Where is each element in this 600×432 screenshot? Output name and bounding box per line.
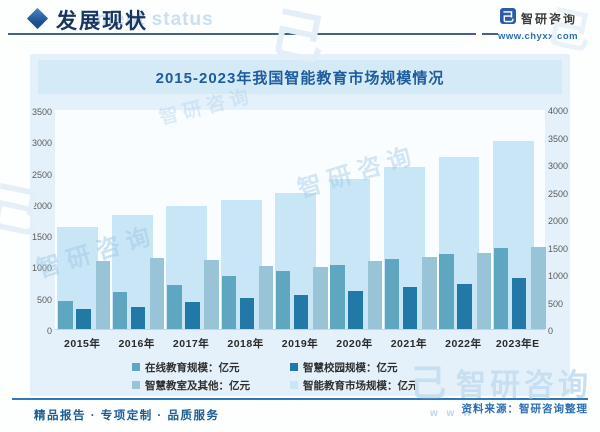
left-axis-tick: 1000: [31, 263, 52, 274]
right-axis-tick: 1000: [548, 271, 569, 281]
bar-series0-2022年: [439, 253, 454, 329]
x-axis-label: 2017年: [172, 338, 210, 350]
x-axis-label: 2020年: [336, 338, 373, 350]
bar-series0-2018年: [221, 276, 237, 329]
legend-marker-icon: [290, 381, 298, 389]
bar-series0-2017年: [167, 285, 182, 329]
legend-item-0: 在线教育规模：亿元: [132, 360, 290, 374]
bar-group-2020年: [327, 110, 383, 329]
left-axis: 3500 3000 2500 2000 1500 1000 500 0: [30, 107, 52, 336]
left-axis-tick: 0: [46, 326, 52, 336]
footer-divider: [12, 398, 588, 400]
x-axis-label: 2021年: [390, 338, 428, 350]
brand-url: www.chyxx.com: [498, 31, 579, 42]
right-axis-tick: 500: [548, 298, 564, 309]
diamond-icon: [26, 7, 49, 30]
bar-series2-2019年: [313, 267, 328, 329]
header-divider: [8, 33, 476, 35]
left-axis-tick: 3500: [31, 107, 52, 117]
bar-series2-2017年: [204, 260, 219, 329]
data-source: 资料来源：智研咨询整理: [461, 403, 588, 415]
chart-title: 2015-2023年我国智能教育市场规模情况: [155, 69, 445, 87]
bar-series2-2023年E: [531, 246, 546, 329]
bar-series0-2021年: [384, 258, 400, 329]
left-axis-tick: 2500: [31, 169, 52, 180]
bar-series0-2020年: [330, 264, 345, 329]
bar-series2-2018年: [258, 265, 274, 329]
left-axis-tick: 1500: [31, 232, 52, 243]
bar-series2-2015年: [95, 261, 110, 329]
x-axis-label: 2018年: [227, 338, 264, 350]
bar-series2-2016年: [149, 258, 165, 329]
right-axis: 4000 3500 3000 2500 2000 1500 1000 500 0: [548, 106, 572, 336]
chart-title-band: 2015-2023年我国智能教育市场规模情况: [38, 60, 562, 94]
legend-marker-icon: [132, 363, 140, 371]
right-axis-tick: 3500: [548, 133, 569, 144]
x-axis-label: 2019年: [281, 338, 319, 350]
bar-group-2016年: [109, 110, 165, 329]
chart-legend: 在线教育规模：亿元 智慧校园规模：亿元智慧教室及其他：亿元 智能教育市场规模：亿元: [30, 360, 570, 392]
bar-series1-2021年: [402, 286, 418, 329]
report-header: ment status 发展现状 己 智研咨询 www.chyxx.com: [0, 0, 600, 52]
bar-series1-2019年: [293, 294, 309, 329]
bar-group-2019年: [273, 110, 328, 329]
header-divider-dash: [482, 33, 498, 35]
footer-tagline: 精品报告 · 专项定制 · 品质服务: [34, 410, 220, 422]
bar-series1-2020年: [348, 290, 363, 329]
bar-series1-2018年: [239, 298, 254, 329]
bar-group-2021年: [382, 110, 437, 329]
bar-series2-2022年: [476, 253, 492, 329]
bar-series0-2019年: [276, 270, 291, 329]
right-axis-tick: 2000: [548, 216, 569, 226]
bar-series1-2022年: [457, 283, 472, 329]
legend-item-2: 智慧教室及其他：亿元: [132, 378, 290, 392]
bar-group-2018年: [218, 110, 274, 329]
bar-series2-2020年: [367, 261, 383, 329]
plot-area: 2015年 2016年 2017年 2018年 2019年 2020年 2021年 2022年…: [55, 110, 546, 350]
right-axis-tick: 3000: [548, 161, 569, 171]
bar-series2-2021年: [422, 257, 437, 329]
right-axis-tick: 0: [548, 326, 554, 336]
bar-series1-2016年: [130, 307, 146, 329]
bar-series0-2016年: [112, 292, 128, 329]
left-axis-tick: 500: [36, 294, 52, 305]
right-axis-tick: 1500: [548, 243, 569, 254]
bar-series0-2023年E: [493, 248, 509, 329]
right-axis-tick: 4000: [548, 106, 569, 116]
x-axis-label: 2022年: [445, 338, 482, 350]
x-axis-label: 2016年: [118, 338, 155, 350]
bar-series1-2017年: [185, 301, 200, 329]
legend-label: 智能教育市场规模：亿元: [303, 379, 419, 392]
legend-label: 智慧校园规模：亿元: [303, 361, 398, 374]
legend-marker-icon: [132, 381, 140, 389]
bar-series1-2015年: [76, 309, 91, 329]
legend-item-1: 智慧校园规模：亿元: [290, 360, 468, 374]
left-axis-tick: 3000: [31, 138, 52, 149]
bar-series0-2015年: [58, 300, 73, 329]
legend-item-3: 智能教育市场规模：亿元: [290, 378, 468, 392]
bar-group-2022年: [436, 110, 492, 329]
right-axis-tick: 2500: [548, 188, 569, 199]
legend-marker-icon: [290, 363, 298, 371]
bar-group-2015年: [55, 110, 110, 329]
brand-name: 智研咨询: [521, 12, 578, 26]
bar-group-2023年E: [491, 110, 546, 329]
legend-label: 智慧教室及其他：亿元: [145, 379, 250, 392]
brand-block: 己 智研咨询 www.chyxx.com: [488, 6, 588, 46]
brand-logo-icon: 己: [500, 8, 516, 24]
bar-series1-2023年E: [511, 278, 527, 329]
chart-panel: 2015-2023年我国智能教育市场规模情况 3500 3000 2500 2000 1…: [30, 54, 570, 396]
legend-label: 在线教育规模：亿元: [145, 361, 240, 374]
x-axis-label: 2015年: [64, 338, 101, 350]
x-axis-label: 2023年E: [495, 338, 540, 350]
left-axis-tick: 2000: [31, 200, 52, 211]
page-title: 发展现状: [56, 10, 148, 33]
bar-group-2017年: [164, 110, 219, 329]
